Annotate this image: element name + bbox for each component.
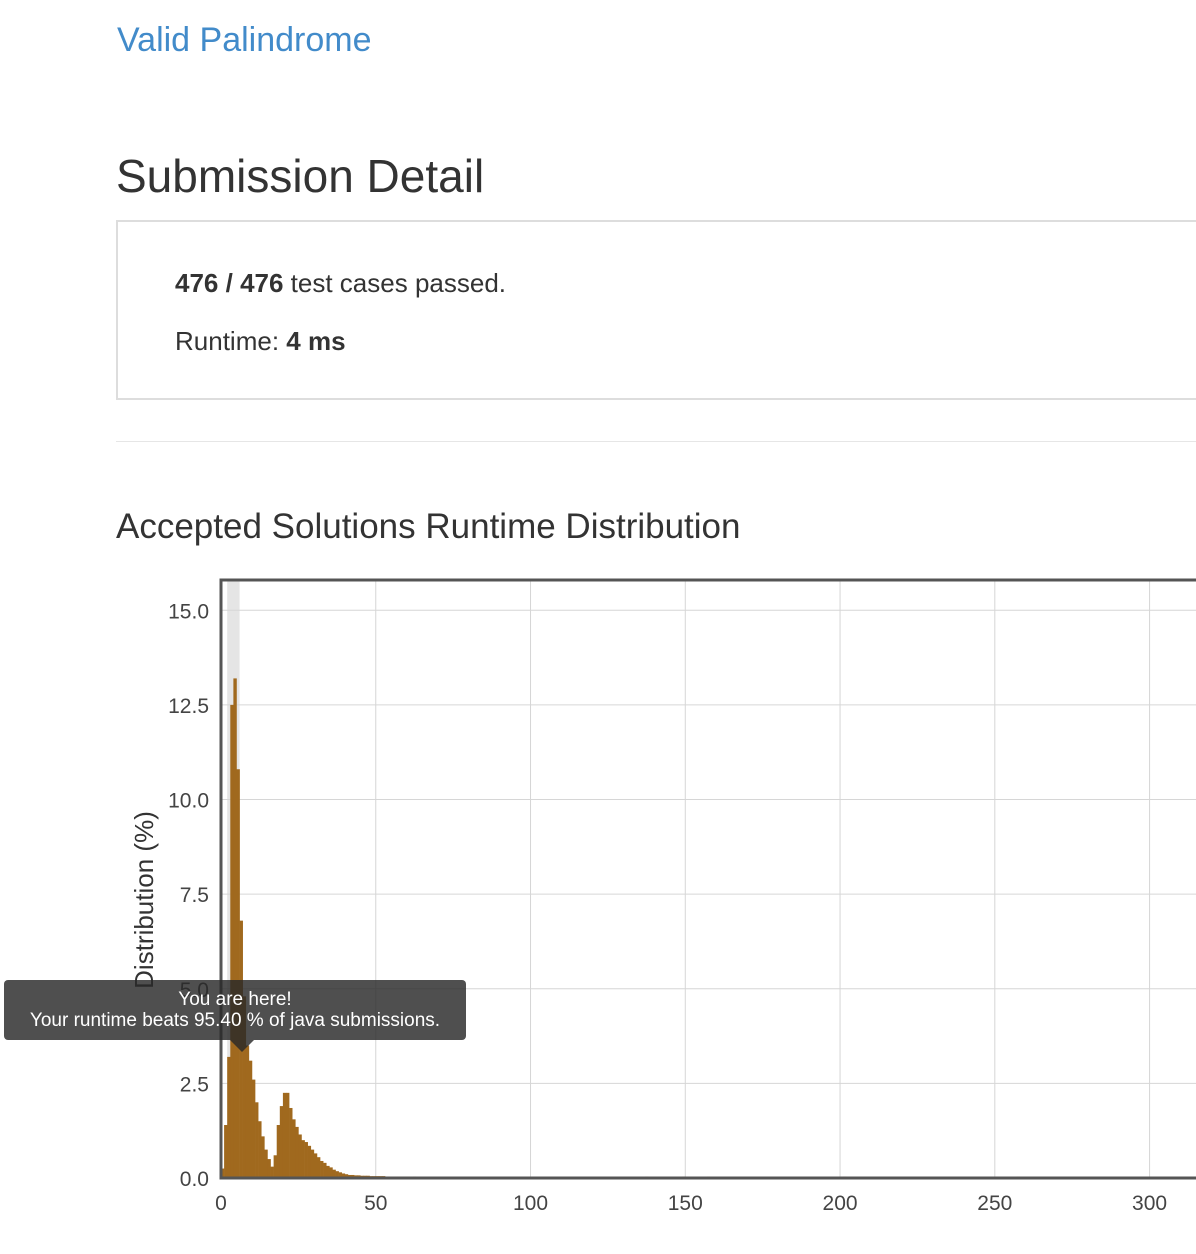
tooltip-message: Your runtime beats 95.40 % of java submi… <box>29 1010 441 1031</box>
x-tick-label: 0 <box>215 1192 227 1215</box>
total-count: 476 <box>240 268 284 298</box>
histogram-bar <box>329 1167 333 1178</box>
histogram-bar <box>236 769 240 1178</box>
histogram-bar <box>351 1174 355 1178</box>
runtime-label: Runtime: <box>175 326 287 356</box>
histogram-bar <box>230 704 234 1178</box>
y-tick-label: 15.0 <box>168 600 209 623</box>
histogram-bar <box>267 1159 271 1178</box>
y-tick-label: 2.5 <box>180 1073 209 1096</box>
histogram-bar <box>227 1056 231 1178</box>
histogram-bar <box>221 1168 225 1178</box>
histogram-bar <box>341 1173 346 1178</box>
histogram-bar <box>264 1149 268 1178</box>
histogram-bar <box>282 1092 287 1178</box>
histogram-bar <box>276 1125 281 1178</box>
x-tick-label: 300 <box>1132 1192 1167 1215</box>
histogram-bar <box>295 1126 299 1178</box>
y-tick-label: 10.0 <box>168 790 209 813</box>
histogram-bar <box>335 1171 339 1178</box>
histogram-bar <box>273 1155 278 1178</box>
your-runtime-tooltip: You are here! Your runtime beats 95.40 %… <box>4 980 466 1052</box>
y-axis-label: Distribution (%) <box>129 811 159 989</box>
histogram-bar <box>298 1134 302 1178</box>
histogram-bar <box>310 1149 315 1178</box>
histogram-bar <box>347 1174 352 1178</box>
histogram-bar <box>332 1169 336 1178</box>
x-tick-label: 100 <box>513 1192 548 1215</box>
histogram-bar <box>292 1119 296 1178</box>
section-divider <box>116 441 1196 442</box>
runtime-value: 4 ms <box>286 326 346 356</box>
histogram-bar <box>304 1142 308 1178</box>
plot-frame <box>219 578 1196 1180</box>
y-tick-label: 7.5 <box>180 884 209 907</box>
histogram-bar <box>301 1140 305 1178</box>
count-separator: / <box>218 268 241 298</box>
page-title: Submission Detail <box>116 150 485 202</box>
x-tick-label: 50 <box>364 1192 387 1215</box>
histogram-bar <box>261 1136 265 1178</box>
histogram-bar <box>242 996 247 1178</box>
histogram-bar <box>224 1125 228 1178</box>
x-tick-label: 150 <box>668 1192 703 1215</box>
passed-count: 476 <box>175 268 219 298</box>
histogram-bar <box>338 1172 343 1178</box>
histogram-bar <box>245 1045 250 1178</box>
runtime-summary: Runtime: 4 ms <box>175 324 346 358</box>
x-tick-label: 200 <box>823 1192 858 1215</box>
histogram-bar <box>248 1060 253 1178</box>
tooltip-title: You are here! <box>178 989 292 1010</box>
histogram-bar <box>326 1165 330 1178</box>
histogram-bar <box>286 1092 290 1178</box>
histogram-bar <box>289 1107 293 1178</box>
histogram-bar <box>313 1153 318 1178</box>
histogram-bar <box>344 1174 349 1178</box>
x-tick-label: 250 <box>977 1192 1012 1215</box>
tooltip-arrow <box>230 1040 254 1052</box>
chart-heading: Accepted Solutions Runtime Distribution <box>116 507 741 546</box>
histogram-bar <box>258 1121 262 1178</box>
submission-result-panel: 476 / 476 test cases passed. Runtime: 4 … <box>116 220 1196 400</box>
histogram-bar <box>255 1102 259 1178</box>
problem-title-link[interactable]: Valid Palindrome <box>117 21 372 59</box>
histogram-bar <box>320 1160 324 1178</box>
histogram-bar <box>279 1106 284 1178</box>
histogram-bar <box>270 1166 274 1178</box>
y-tick-label: 12.5 <box>168 695 209 718</box>
histogram-bar <box>307 1145 312 1178</box>
histogram-bar <box>251 1079 256 1178</box>
histogram-bar <box>323 1162 327 1178</box>
y-tick-label: 0.0 <box>180 1168 209 1191</box>
histogram-bar <box>233 678 237 1178</box>
test-cases-summary: 476 / 476 test cases passed. <box>175 266 506 300</box>
passed-suffix: test cases passed. <box>283 268 507 298</box>
histogram-bar <box>316 1157 321 1178</box>
